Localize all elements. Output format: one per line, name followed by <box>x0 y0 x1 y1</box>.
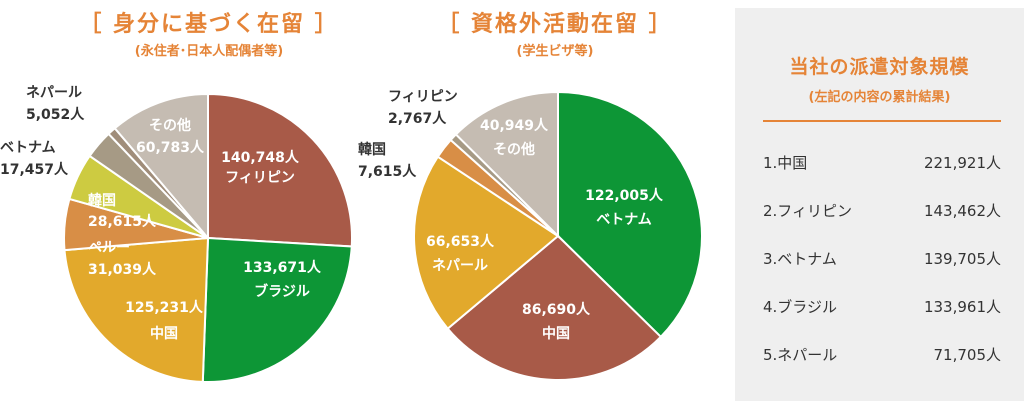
slice-name-label: ネパール <box>26 85 82 101</box>
slice-value-label: 5,052人 <box>26 106 85 123</box>
pie-title: ［ 資格外活動在留 ］ <box>437 12 673 37</box>
pie-title: ［ 身分に基づく在留 ］ <box>79 12 339 37</box>
slice-value-label: 66,653人 <box>426 233 495 250</box>
pie-subtitle: (永住者･日本人配偶者等) <box>134 44 284 59</box>
pie-slice-1 <box>207 92 353 248</box>
slice-name-label: ベトナム <box>596 212 652 228</box>
summary-row-value: 139,705人 <box>923 250 1001 268</box>
summary-row-name: 3.ベトナム <box>763 250 837 268</box>
slice-name-label: ブラジル <box>254 283 310 300</box>
slice-name-label: 中国 <box>150 325 178 342</box>
summary-row-value: 133,961人 <box>923 298 1001 316</box>
slice-name-label: 韓国 <box>358 141 386 158</box>
slice-value-label: 7,615人 <box>358 163 417 180</box>
summary-row: 1.中国 221,921人 <box>763 152 1001 176</box>
summary-subtitle: (左記の内容の累計結果) <box>808 90 951 105</box>
summary-row: 2.フィリピン 143,462人 <box>763 200 1001 224</box>
summary-row-name: 4.ブラジル <box>763 298 838 316</box>
slice-value-label: 2,767人 <box>388 110 447 127</box>
pie-slice-2 <box>201 236 353 383</box>
pie-chart-extra-activity: ［ 資格外活動在留 ］ (学生ビザ等) 122,005人 ベトナム 86,690人中… <box>340 0 740 401</box>
slice-name-label: フィリピン <box>225 170 295 186</box>
slice-value-label: 31,039人 <box>88 261 157 278</box>
summary-row: 5.ネパール 71,705人 <box>763 344 1001 368</box>
summary-row-value: 143,462人 <box>923 202 1001 220</box>
pie-slice-6 <box>454 90 559 239</box>
pie-subtitle: (学生ビザ等) <box>516 44 594 59</box>
summary-row-value: 71,705人 <box>933 346 1002 364</box>
slice-value-label: 133,671人 <box>243 259 322 276</box>
summary-row-name: 1.中国 <box>763 154 808 172</box>
summary-row-name: 2.フィリピン <box>763 202 853 220</box>
summary-row-value: 221,921人 <box>923 154 1001 172</box>
slice-value-label: 122,005人 <box>585 187 664 204</box>
slice-name-label: ペルー <box>88 240 130 256</box>
slice-value-label: 140,748人 <box>221 149 300 166</box>
summary-row: 3.ベトナム 139,705人 <box>763 248 1001 272</box>
slice-name-label: 韓国 <box>88 192 116 209</box>
slice-name-label: ベトナム <box>0 140 56 156</box>
slice-value-label: 125,231人 <box>125 299 204 316</box>
pie-chart-residence-status: ［ 身分に基づく在留 ］ (永住者･日本人配偶者等) 140,748人 フィリピン… <box>0 0 420 401</box>
summary-divider <box>763 120 1001 122</box>
summary-row: 4.ブラジル 133,961人 <box>763 296 1001 320</box>
slice-value-label: 86,690人 <box>522 301 591 318</box>
slice-value-label: 28,615人 <box>88 213 157 230</box>
slice-name-label: その他 <box>149 117 191 134</box>
slice-name-label: フィリピン <box>388 89 458 105</box>
pie-slice-3 <box>413 155 560 331</box>
slice-value-label: 60,783人 <box>136 139 205 156</box>
pie-slice-8 <box>113 92 209 241</box>
pie-slice-2 <box>446 234 663 381</box>
slice-value-label: 17,457人 <box>0 161 69 178</box>
pie-slice-3 <box>63 236 210 383</box>
pie-slice-1 <box>557 90 703 339</box>
summary-row-name: 5.ネパール <box>763 346 838 364</box>
slice-name-label: その他 <box>493 141 535 158</box>
summary-panel: 当社の派遣対象規模 (左記の内容の累計結果) 1.中国 221,921人 2.フ… <box>735 8 1024 401</box>
summary-title: 当社の派遣対象規模 <box>789 56 970 78</box>
slice-name-label: 中国 <box>542 325 570 342</box>
slice-name-label: ネパール <box>432 258 488 274</box>
slice-value-label: 40,949人 <box>480 117 549 134</box>
